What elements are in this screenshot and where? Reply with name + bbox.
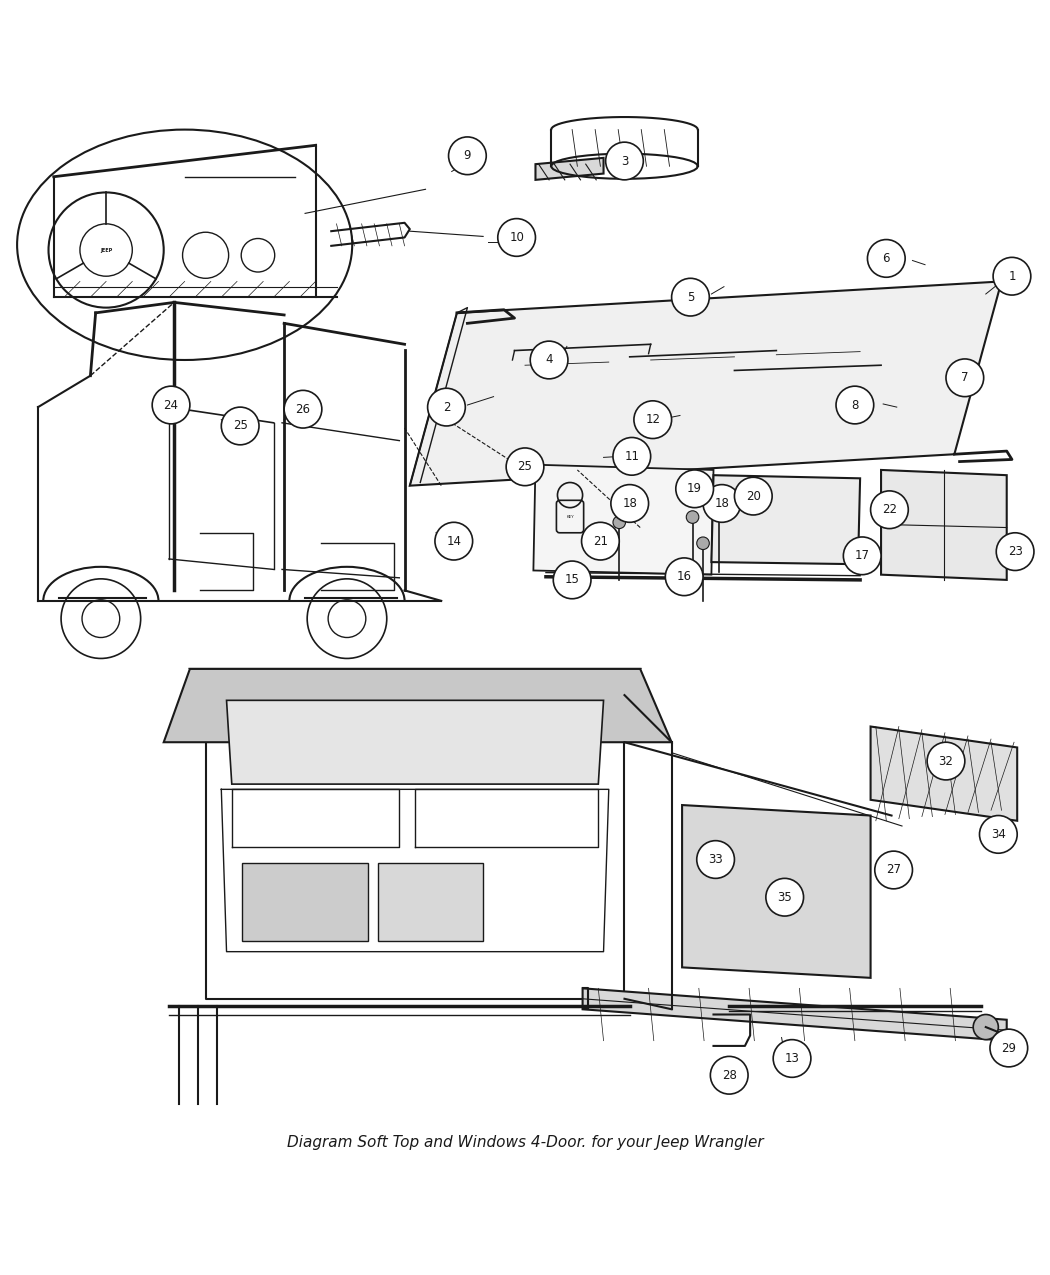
Circle shape [843, 537, 881, 575]
Text: 34: 34 [991, 827, 1006, 842]
Text: 27: 27 [886, 863, 901, 876]
Text: 3: 3 [621, 154, 628, 167]
Circle shape [672, 278, 710, 316]
Circle shape [734, 477, 772, 515]
Circle shape [152, 386, 190, 423]
Text: 7: 7 [961, 371, 968, 384]
Text: 24: 24 [164, 399, 179, 412]
Circle shape [973, 1015, 999, 1039]
Text: 18: 18 [714, 497, 730, 510]
Circle shape [582, 523, 620, 560]
Polygon shape [533, 464, 714, 575]
Text: 28: 28 [721, 1068, 737, 1081]
Polygon shape [410, 282, 1002, 486]
Text: 9: 9 [464, 149, 471, 162]
Circle shape [927, 742, 965, 780]
Text: 23: 23 [1008, 546, 1023, 558]
Polygon shape [190, 669, 640, 695]
Text: 17: 17 [855, 550, 869, 562]
Text: 11: 11 [625, 450, 639, 463]
Circle shape [634, 400, 672, 439]
Text: 13: 13 [784, 1052, 799, 1065]
Circle shape [875, 852, 912, 889]
Text: 18: 18 [623, 497, 637, 510]
Text: 8: 8 [852, 399, 859, 412]
Circle shape [613, 516, 626, 529]
Text: 22: 22 [882, 504, 897, 516]
Circle shape [427, 389, 465, 426]
Text: KEY: KEY [566, 515, 574, 519]
Text: 26: 26 [295, 403, 311, 416]
Circle shape [993, 258, 1031, 295]
Circle shape [530, 342, 568, 379]
Circle shape [613, 437, 651, 476]
Text: 19: 19 [687, 482, 702, 495]
Polygon shape [583, 988, 1007, 1040]
Circle shape [498, 218, 536, 256]
Circle shape [606, 143, 644, 180]
Circle shape [435, 523, 472, 560]
Text: 35: 35 [777, 891, 792, 904]
Circle shape [676, 470, 714, 507]
Text: 4: 4 [545, 353, 553, 366]
Polygon shape [870, 727, 1017, 821]
FancyBboxPatch shape [378, 863, 483, 941]
Circle shape [704, 484, 740, 523]
Circle shape [990, 1029, 1028, 1067]
Circle shape [687, 511, 699, 523]
Polygon shape [536, 158, 604, 180]
Text: JEEP: JEEP [100, 247, 112, 252]
Text: 14: 14 [446, 534, 461, 548]
Circle shape [611, 484, 649, 523]
Text: 20: 20 [746, 490, 761, 502]
Text: 10: 10 [509, 231, 524, 244]
Circle shape [506, 448, 544, 486]
Polygon shape [881, 470, 1007, 580]
Polygon shape [712, 476, 860, 565]
Circle shape [713, 507, 724, 520]
Text: 25: 25 [233, 419, 248, 432]
Circle shape [773, 1039, 811, 1077]
Text: 29: 29 [1002, 1042, 1016, 1054]
Circle shape [980, 816, 1017, 853]
Text: 12: 12 [646, 413, 660, 426]
Text: 5: 5 [687, 291, 694, 303]
Circle shape [697, 840, 734, 878]
Circle shape [836, 386, 874, 423]
Text: 21: 21 [593, 534, 608, 548]
Text: 32: 32 [939, 755, 953, 768]
Circle shape [946, 360, 984, 397]
Circle shape [448, 136, 486, 175]
Text: 1: 1 [1008, 270, 1015, 283]
Text: 6: 6 [883, 252, 890, 265]
Circle shape [222, 407, 259, 445]
Circle shape [285, 390, 322, 428]
Circle shape [711, 1057, 748, 1094]
Text: Diagram Soft Top and Windows 4-Door. for your Jeep Wrangler: Diagram Soft Top and Windows 4-Door. for… [287, 1135, 763, 1150]
Circle shape [867, 240, 905, 277]
Polygon shape [227, 700, 604, 784]
Circle shape [553, 561, 591, 599]
Text: 16: 16 [676, 570, 692, 583]
Circle shape [870, 491, 908, 529]
Polygon shape [164, 669, 672, 742]
Circle shape [765, 878, 803, 915]
Text: 25: 25 [518, 460, 532, 473]
Circle shape [666, 558, 704, 595]
Circle shape [697, 537, 710, 550]
Text: 15: 15 [565, 574, 580, 586]
Text: 33: 33 [708, 853, 723, 866]
Circle shape [996, 533, 1034, 570]
Text: 2: 2 [443, 400, 450, 413]
FancyBboxPatch shape [243, 863, 368, 941]
Polygon shape [682, 805, 870, 978]
